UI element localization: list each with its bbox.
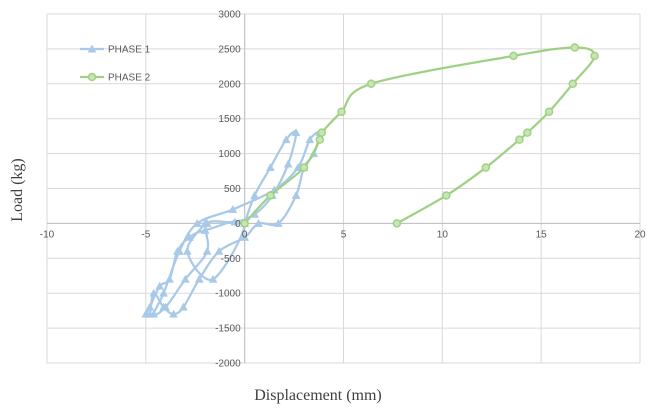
data-point bbox=[178, 302, 188, 311]
x-tick-label: 15 bbox=[536, 229, 548, 240]
y-tick-label: 3000 bbox=[218, 10, 241, 21]
data-point bbox=[159, 302, 169, 311]
y-tick-label: -1500 bbox=[215, 324, 241, 335]
y-tick-label: 500 bbox=[224, 184, 241, 195]
y-axis-title: Load (kg) bbox=[9, 158, 26, 222]
data-point bbox=[515, 135, 524, 144]
data-point bbox=[570, 43, 580, 52]
data-point bbox=[145, 302, 155, 311]
legend-label: PHASE 2 bbox=[108, 73, 151, 84]
data-point bbox=[180, 274, 190, 283]
y-tick-label: 1000 bbox=[218, 149, 241, 160]
data-point bbox=[208, 274, 218, 283]
data-point bbox=[169, 309, 178, 318]
data-point bbox=[590, 51, 599, 61]
data-point bbox=[509, 51, 518, 61]
x-tick-label: -10 bbox=[40, 229, 55, 240]
x-axis-title: Displacement (mm) bbox=[254, 387, 382, 404]
y-tick-label: 0 bbox=[235, 219, 241, 230]
legend-marker bbox=[87, 44, 97, 53]
y-tick-label: -1000 bbox=[215, 289, 241, 300]
data-point bbox=[155, 281, 165, 290]
data-point bbox=[317, 128, 327, 137]
data-point bbox=[291, 190, 301, 199]
data-point bbox=[265, 163, 275, 172]
series-line bbox=[243, 46, 596, 225]
data-point bbox=[523, 128, 532, 137]
gridlines bbox=[46, 13, 641, 364]
data-point bbox=[149, 288, 159, 297]
x-tick-label: -5 bbox=[141, 229, 150, 240]
data-point bbox=[230, 217, 240, 226]
data-point bbox=[281, 135, 291, 144]
data-point bbox=[173, 246, 182, 255]
data-point bbox=[141, 309, 151, 318]
data-point bbox=[337, 107, 346, 116]
data-point bbox=[266, 191, 275, 200]
data-point bbox=[240, 219, 249, 228]
legend-item: PHASE 1 bbox=[80, 44, 151, 56]
data-point bbox=[192, 218, 202, 227]
data-point bbox=[200, 218, 210, 227]
data-point bbox=[184, 232, 194, 241]
data-point bbox=[283, 159, 293, 168]
y-tick-label: -2000 bbox=[215, 359, 241, 370]
data-point bbox=[481, 163, 491, 172]
data-point bbox=[299, 163, 309, 172]
data-point bbox=[442, 191, 451, 200]
tick-labels: -2000 -1500 -1000 -500 0 500 1000 1500 2000 2500 3… bbox=[40, 10, 646, 370]
data-point bbox=[273, 218, 283, 227]
legend-label: PHASE 1 bbox=[108, 45, 151, 56]
axes bbox=[47, 14, 640, 363]
legend-marker bbox=[87, 72, 97, 82]
data-point bbox=[214, 246, 224, 255]
data-point bbox=[544, 107, 554, 116]
y-tick-label: -500 bbox=[221, 254, 241, 265]
data-point bbox=[182, 246, 192, 255]
data-point bbox=[305, 135, 315, 144]
data-point bbox=[194, 274, 204, 283]
data-point bbox=[254, 218, 263, 227]
data-point bbox=[315, 135, 325, 144]
data-point bbox=[568, 79, 578, 89]
data-point bbox=[291, 128, 301, 137]
data-point bbox=[392, 219, 402, 228]
data-point bbox=[240, 232, 250, 241]
data-point bbox=[202, 246, 212, 255]
data-point bbox=[200, 225, 210, 234]
series-2 bbox=[240, 43, 599, 228]
y-tick-label: 2000 bbox=[218, 79, 241, 90]
data-point bbox=[366, 79, 376, 89]
data-point bbox=[165, 274, 174, 283]
x-tick-label: 10 bbox=[437, 229, 449, 240]
x-tick-label: 0 bbox=[242, 229, 248, 240]
plot-series bbox=[141, 43, 599, 318]
data-point bbox=[250, 190, 259, 199]
y-tick-label: 2500 bbox=[218, 44, 241, 55]
y-tick-label: 1500 bbox=[218, 114, 241, 125]
data-point bbox=[228, 204, 238, 213]
x-tick-label: 20 bbox=[634, 229, 646, 240]
legend-item: PHASE 2 bbox=[80, 73, 151, 84]
data-point bbox=[159, 288, 169, 297]
x-tick-label: 5 bbox=[341, 229, 347, 240]
legend: PHASE 1 PHASE 2 bbox=[80, 44, 151, 84]
